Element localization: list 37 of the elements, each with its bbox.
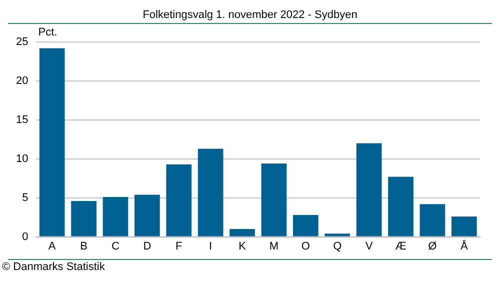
x-tick-label: A: [48, 240, 56, 252]
x-tick-label: K: [238, 240, 247, 252]
bar: [324, 234, 350, 236]
y-axis-title: Pct.: [38, 26, 58, 39]
y-tick-label: 10: [16, 152, 28, 165]
bar: [451, 216, 477, 236]
text: © Danmarks Statistik: [2, 261, 105, 273]
x-tick-label: I: [209, 240, 212, 252]
x-tick-label: B: [80, 240, 88, 252]
x-tick-label: V: [365, 240, 374, 252]
bar: [166, 164, 192, 236]
bar: [292, 214, 318, 236]
bar: [420, 204, 446, 236]
x-tick-label: O: [301, 240, 310, 252]
bar: [230, 229, 255, 236]
bar: [71, 200, 96, 236]
x-tick-label: Æ: [395, 240, 406, 252]
x-tick-label: Q: [333, 240, 342, 252]
bar: [134, 194, 160, 236]
x-tick-label: Å: [460, 239, 468, 252]
bar: [102, 197, 128, 236]
bar: [388, 176, 414, 236]
y-tick-label: 25: [16, 36, 28, 48]
chart-title: Folketingsvalg 1. november 2022 - Sydbyen: [142, 8, 358, 22]
bar: [198, 148, 224, 236]
x-tick-label: F: [176, 240, 183, 252]
bar: [39, 48, 65, 236]
bar: [261, 164, 287, 236]
x-tick-label: D: [143, 240, 152, 252]
bar: [356, 143, 382, 236]
x-tick-label: M: [269, 240, 279, 252]
y-tick-label: 0: [22, 230, 28, 243]
y-tick-label: 20: [16, 74, 28, 87]
x-tick-label: C: [112, 240, 120, 252]
x-tick-label: Ø: [428, 240, 438, 252]
y-tick-label: 5: [22, 192, 28, 204]
y-tick-label: 15: [16, 114, 28, 126]
